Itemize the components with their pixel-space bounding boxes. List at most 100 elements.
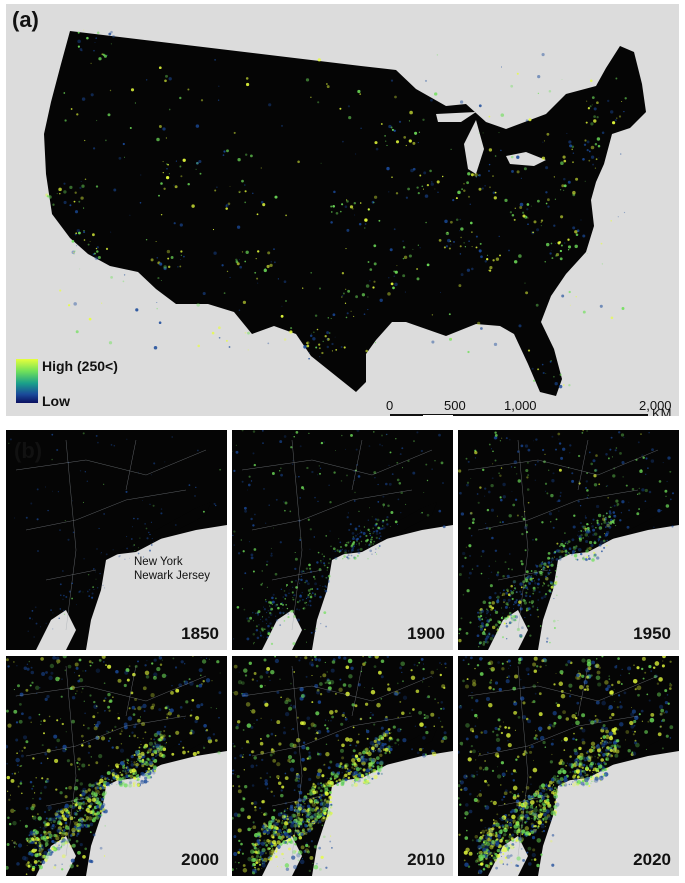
- light-dot: [83, 724, 85, 726]
- city-light: [440, 291, 442, 293]
- light-dot: [315, 628, 317, 630]
- light-dot: [316, 815, 321, 819]
- light-dot: [271, 748, 274, 751]
- light-dot: [26, 667, 30, 671]
- light-dot: [511, 833, 515, 837]
- light-dot: [283, 435, 287, 438]
- light-dot: [578, 548, 582, 552]
- light-dot: [363, 748, 368, 753]
- city-light: [306, 344, 310, 348]
- city-light: [481, 187, 484, 190]
- light-dot: [533, 580, 536, 582]
- light-dot: [430, 670, 435, 675]
- light-dot: [436, 668, 438, 670]
- light-dot: [616, 503, 620, 506]
- light-dot: [292, 705, 296, 709]
- light-dot: [30, 721, 32, 724]
- light-dot: [107, 739, 111, 743]
- light-dot: [523, 575, 525, 577]
- light-dot: [508, 822, 513, 827]
- light-dot: [271, 826, 274, 828]
- light-dot: [298, 659, 301, 662]
- light-dot: [30, 852, 34, 857]
- light-dot: [373, 775, 378, 780]
- city-light: [93, 49, 95, 52]
- light-dot: [368, 547, 370, 549]
- light-dot: [604, 532, 609, 537]
- light-dot: [369, 549, 373, 553]
- light-dot: [96, 782, 99, 785]
- city-light: [479, 242, 482, 245]
- light-dot: [89, 664, 92, 667]
- light-dot: [359, 753, 362, 756]
- light-dot: [491, 606, 495, 610]
- light-dot: [244, 509, 248, 513]
- light-dot: [324, 816, 329, 821]
- light-dot: [530, 570, 533, 572]
- light-dot: [60, 808, 63, 811]
- city-light: [150, 258, 154, 262]
- light-dot: [506, 770, 508, 772]
- light-dot: [632, 730, 634, 733]
- light-dot: [662, 660, 664, 662]
- light-dot: [379, 443, 381, 446]
- light-dot: [587, 530, 591, 534]
- light-dot: [519, 607, 523, 611]
- us-city-lights: [45, 29, 627, 389]
- light-dot: [358, 544, 360, 546]
- city-light: [563, 177, 566, 181]
- city-light: [241, 251, 244, 253]
- light-dot: [142, 556, 145, 558]
- city-light: [316, 328, 319, 331]
- light-dot: [56, 448, 59, 452]
- light-dot: [314, 808, 318, 812]
- light-dot: [36, 853, 39, 856]
- light-dot: [492, 819, 495, 821]
- light-dot: [133, 783, 135, 785]
- light-dot: [277, 828, 282, 833]
- light-dot: [153, 741, 157, 744]
- city-light: [179, 165, 182, 168]
- light-dot: [551, 863, 555, 867]
- city-light: [83, 239, 86, 241]
- city-light: [179, 96, 182, 100]
- light-dot: [311, 701, 314, 704]
- light-dot: [368, 761, 374, 767]
- light-dot: [133, 725, 137, 729]
- light-dot: [41, 744, 44, 747]
- light-dot: [76, 832, 80, 836]
- light-dot: [9, 438, 12, 441]
- light-dot: [467, 865, 471, 868]
- city-light: [551, 257, 554, 260]
- light-dot: [55, 824, 57, 826]
- light-dot: [353, 545, 356, 548]
- city-light: [166, 249, 171, 254]
- light-dot: [252, 524, 255, 527]
- light-dot: [555, 448, 557, 451]
- light-dot: [574, 550, 576, 552]
- light-dot: [260, 717, 262, 719]
- light-dot: [138, 763, 141, 766]
- city-light: [277, 278, 280, 280]
- light-dot: [605, 758, 608, 761]
- light-dot: [318, 820, 322, 824]
- light-dot: [592, 533, 595, 537]
- light-dot: [495, 573, 499, 577]
- light-dot: [140, 762, 144, 766]
- city-light: [77, 31, 80, 34]
- light-dot: [504, 818, 508, 822]
- light-dot: [288, 820, 292, 824]
- light-dot: [543, 562, 547, 566]
- light-dot: [253, 869, 258, 874]
- light-dot: [272, 848, 274, 850]
- light-dot: [326, 789, 329, 791]
- light-dot: [480, 555, 482, 557]
- city-light: [359, 93, 362, 95]
- light-dot: [484, 779, 487, 783]
- light-dot: [535, 730, 537, 732]
- light-dot: [323, 763, 326, 766]
- city-light: [373, 280, 376, 283]
- city-light: [196, 161, 199, 165]
- light-dot: [76, 826, 82, 831]
- city-light: [390, 282, 394, 286]
